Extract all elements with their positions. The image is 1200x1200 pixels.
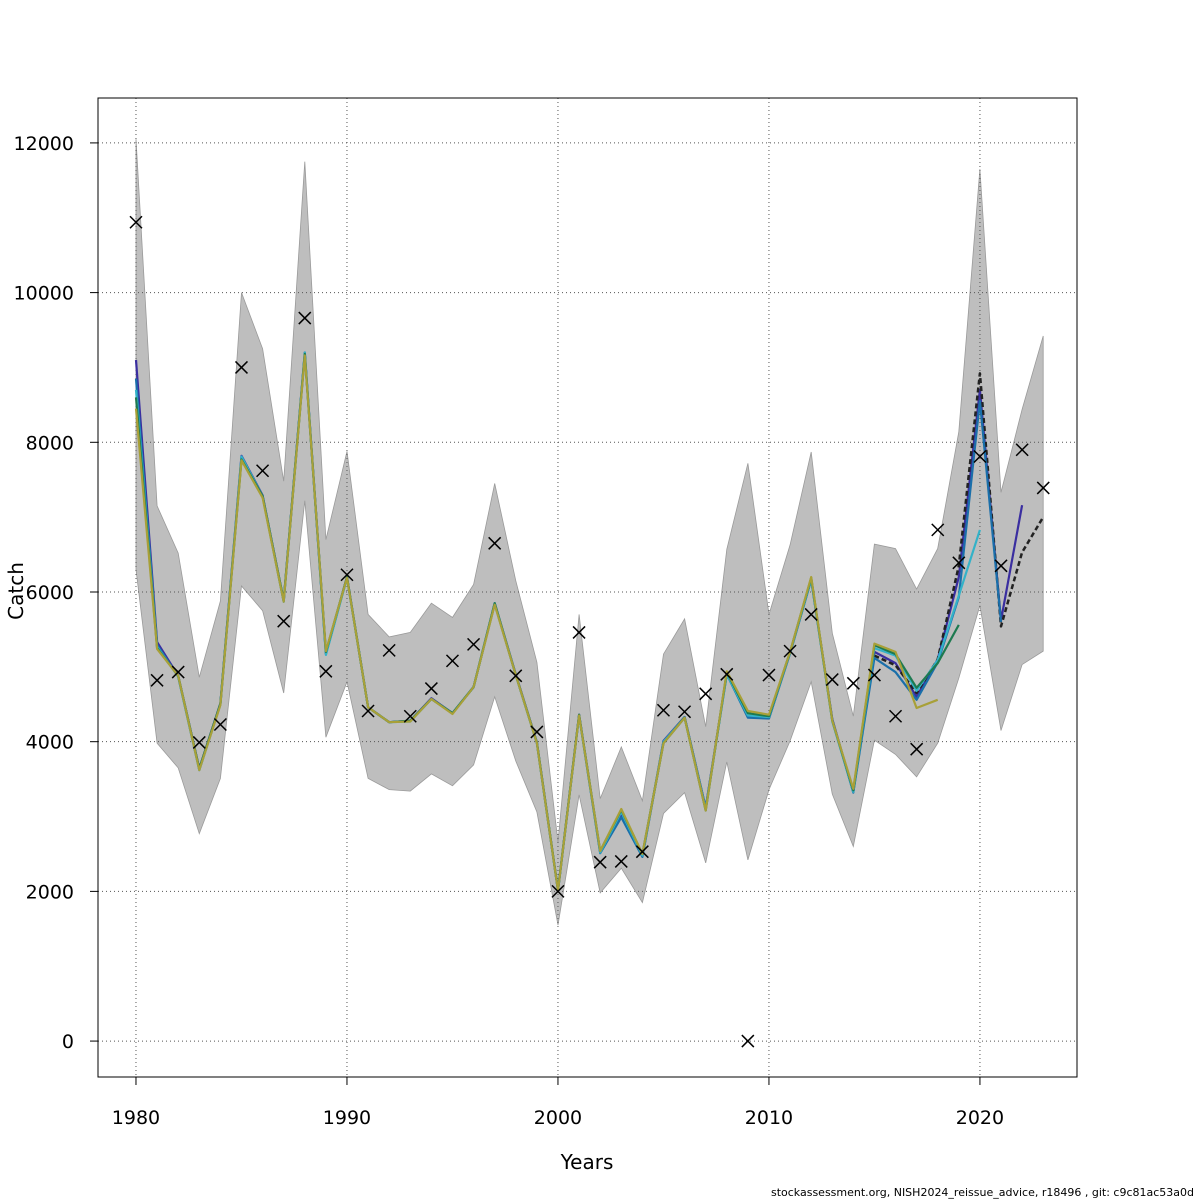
observed-point bbox=[488, 536, 502, 550]
x-tick-label: 1990 bbox=[323, 1107, 371, 1129]
observed-point bbox=[741, 1034, 755, 1048]
y-axis: 0 2000 4000 6000 8000 10000 12000 bbox=[14, 133, 98, 1053]
observed-point bbox=[762, 668, 776, 682]
observed-point bbox=[298, 311, 312, 325]
footer-source-text: stockassessment.org, NISH2024_reissue_ad… bbox=[771, 1186, 1194, 1199]
observed-point bbox=[889, 709, 903, 723]
observed-point bbox=[699, 687, 713, 701]
observed-point bbox=[931, 523, 945, 537]
observed-point bbox=[572, 625, 586, 639]
observed-point bbox=[593, 855, 607, 869]
observed-point bbox=[551, 884, 565, 898]
x-tick-label: 2010 bbox=[745, 1107, 793, 1129]
x-tick-label: 1980 bbox=[112, 1107, 160, 1129]
y-tick-label: 8000 bbox=[26, 432, 74, 454]
observed-point bbox=[340, 568, 354, 582]
observed-point bbox=[361, 704, 375, 718]
observed-point bbox=[846, 676, 860, 690]
observed-point bbox=[277, 614, 291, 628]
observed-point bbox=[783, 644, 797, 658]
observed-point bbox=[804, 607, 818, 621]
observed-point bbox=[403, 709, 417, 723]
y-tick-label: 10000 bbox=[14, 283, 74, 305]
observed-point bbox=[1015, 443, 1029, 457]
observed-point bbox=[445, 654, 459, 668]
observed-point bbox=[825, 673, 839, 687]
observed-point bbox=[192, 735, 206, 749]
observed-point bbox=[382, 643, 396, 657]
observed-point bbox=[952, 556, 966, 570]
y-tick-label: 0 bbox=[62, 1031, 74, 1053]
observed-point bbox=[171, 665, 185, 679]
series-layer bbox=[134, 351, 1045, 892]
x-axis: 1980 1990 2000 2010 2020 bbox=[112, 1077, 1004, 1129]
observed-point bbox=[635, 845, 649, 859]
y-tick-label: 2000 bbox=[26, 881, 74, 903]
x-tick-label: 2020 bbox=[956, 1107, 1004, 1129]
observed-point bbox=[424, 682, 438, 696]
observed-point bbox=[720, 667, 734, 681]
x-tick-label: 2000 bbox=[534, 1107, 582, 1129]
observed-point bbox=[150, 673, 164, 687]
y-axis-title: Catch bbox=[4, 562, 28, 620]
y-tick-label: 12000 bbox=[14, 133, 74, 155]
observed-point bbox=[973, 449, 987, 464]
observed-point bbox=[319, 664, 333, 678]
observed-point bbox=[910, 742, 924, 756]
observed-point bbox=[656, 703, 670, 717]
observed-point bbox=[614, 854, 628, 868]
confidence-band bbox=[135, 139, 1044, 926]
observed-point bbox=[129, 215, 143, 229]
series-line-2 bbox=[873, 372, 1045, 695]
observed-point bbox=[1036, 481, 1050, 495]
x-axis-title: Years bbox=[560, 1150, 614, 1174]
plot-frame bbox=[97, 97, 1078, 1078]
observed-point bbox=[867, 668, 881, 682]
observed-point bbox=[994, 559, 1008, 573]
observed-point bbox=[256, 464, 270, 478]
confidence-band-layer bbox=[135, 139, 1044, 926]
observed-points-layer bbox=[129, 215, 1050, 1048]
observed-point bbox=[467, 637, 481, 651]
observed-point bbox=[509, 669, 523, 683]
observed-point bbox=[678, 705, 692, 719]
observed-point bbox=[234, 360, 249, 374]
observed-point bbox=[530, 725, 544, 739]
y-tick-label: 4000 bbox=[26, 732, 74, 754]
series-line-6 bbox=[134, 354, 939, 892]
observed-point bbox=[213, 717, 227, 732]
y-tick-label: 6000 bbox=[26, 582, 74, 604]
